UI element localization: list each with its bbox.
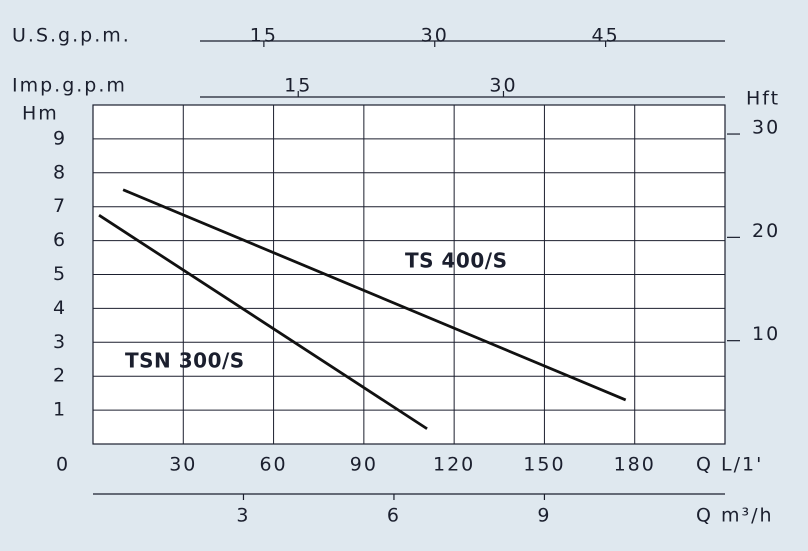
origin-label: 0 [56,454,70,476]
secondary-tick-label: 9 [537,505,551,527]
secondary-tick-label: 45 [592,25,620,47]
y2-tick-label: 20 [752,220,780,242]
x-tick-label: 90 [350,454,378,476]
top-axis-label: U.S.g.p.m. [12,25,131,47]
y-tick-label: 2 [53,365,67,387]
x3-axis-label: Q m³/h [696,505,774,527]
x-tick-label: 180 [614,454,656,476]
x-tick-label: 60 [259,454,287,476]
y-axis-label: Hm [22,103,59,125]
y2-tick-label: 30 [752,117,780,139]
y2-axis-label: Hft [746,88,780,110]
secondary-tick-label: 30 [489,75,517,97]
series-label: TSN 300/S [125,349,245,373]
y-tick-label: 4 [53,297,67,319]
y-tick-label: 3 [53,331,67,353]
x-tick-label: 30 [169,454,197,476]
series-label: TS 400/S [405,249,507,273]
y-tick-label: 9 [53,127,67,149]
secondary-tick-label: 6 [387,505,401,527]
y-tick-label: 6 [53,229,67,251]
x-axis-label: Q L/1' [696,454,763,476]
y2-tick-label: 10 [752,323,780,345]
series-line [122,188,627,402]
secondary-tick-label: 15 [250,25,278,47]
y-tick-label: 7 [53,195,67,217]
series-line [98,214,428,430]
top-axis-label: Imp.g.p.m [12,75,127,97]
secondary-tick-label: 3 [236,505,250,527]
x-tick-label: 150 [523,454,565,476]
secondary-tick-label: 30 [421,25,449,47]
y-tick-label: 1 [53,399,67,421]
x-tick-label: 120 [433,454,475,476]
y-tick-label: 8 [53,161,67,183]
secondary-tick-label: 15 [284,75,312,97]
y-tick-label: 5 [53,263,67,285]
